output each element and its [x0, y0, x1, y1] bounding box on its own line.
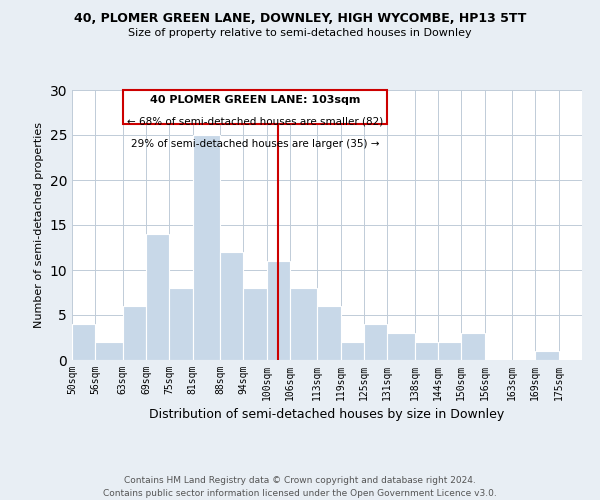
- Bar: [243, 288, 266, 360]
- Bar: [146, 234, 169, 360]
- Text: Contains HM Land Registry data © Crown copyright and database right 2024.: Contains HM Land Registry data © Crown c…: [124, 476, 476, 485]
- Bar: [290, 288, 317, 360]
- Bar: [193, 135, 220, 360]
- Bar: [317, 306, 341, 360]
- Bar: [388, 333, 415, 360]
- Bar: [535, 351, 559, 360]
- X-axis label: Distribution of semi-detached houses by size in Downley: Distribution of semi-detached houses by …: [149, 408, 505, 422]
- Bar: [438, 342, 461, 360]
- Text: ← 68% of semi-detached houses are smaller (82): ← 68% of semi-detached houses are smalle…: [127, 117, 383, 127]
- FancyBboxPatch shape: [122, 90, 388, 124]
- Bar: [415, 342, 438, 360]
- Bar: [364, 324, 388, 360]
- Text: Contains public sector information licensed under the Open Government Licence v3: Contains public sector information licen…: [103, 489, 497, 498]
- Bar: [169, 288, 193, 360]
- Text: Size of property relative to semi-detached houses in Downley: Size of property relative to semi-detach…: [128, 28, 472, 38]
- Bar: [122, 306, 146, 360]
- Text: 40 PLOMER GREEN LANE: 103sqm: 40 PLOMER GREEN LANE: 103sqm: [150, 96, 360, 106]
- Bar: [461, 333, 485, 360]
- Text: 40, PLOMER GREEN LANE, DOWNLEY, HIGH WYCOMBE, HP13 5TT: 40, PLOMER GREEN LANE, DOWNLEY, HIGH WYC…: [74, 12, 526, 26]
- Bar: [341, 342, 364, 360]
- Bar: [266, 261, 290, 360]
- Text: 29% of semi-detached houses are larger (35) →: 29% of semi-detached houses are larger (…: [131, 138, 379, 148]
- Bar: [72, 324, 95, 360]
- Bar: [95, 342, 122, 360]
- Y-axis label: Number of semi-detached properties: Number of semi-detached properties: [34, 122, 44, 328]
- Bar: [220, 252, 243, 360]
